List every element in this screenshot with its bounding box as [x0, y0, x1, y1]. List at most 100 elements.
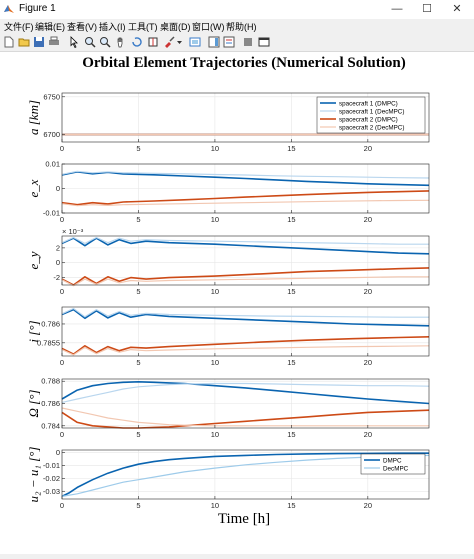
- dock-icon[interactable]: [258, 36, 270, 48]
- menu-insert[interactable]: 插入(I): [99, 22, 126, 32]
- window-title: Figure 1: [19, 3, 56, 14]
- x-tick-label: 0: [60, 144, 64, 153]
- menu-view[interactable]: 查看(V): [67, 22, 97, 32]
- axes-box: [61, 449, 430, 500]
- window-titlebar: Figure 1 — ☐ ✕: [0, 0, 474, 20]
- y-tick-label: 0.788: [41, 377, 60, 386]
- series-line-spacecraft-2-decmpc-: [61, 407, 429, 427]
- figure-toolbar: [0, 34, 474, 52]
- x-tick-label: 20: [364, 358, 372, 367]
- matlab-app-icon: [4, 5, 14, 13]
- series-line-spacecraft-1-dmpc-: [61, 237, 430, 255]
- legend[interactable]: spacecraft 1 (DMPC)spacecraft 1 (DecMPC)…: [316, 96, 426, 134]
- figure-canvas: Orbital Element Trajectories (Numerical …: [0, 52, 474, 554]
- link-icon[interactable]: [189, 36, 201, 48]
- save-icon[interactable]: [33, 36, 45, 48]
- y-tick-label: 0: [56, 184, 60, 193]
- pointer-icon[interactable]: [68, 36, 80, 48]
- axes-box: [61, 92, 430, 143]
- y-tick-label: -0.02: [43, 474, 60, 483]
- series-line-spacecraft-1-decmpc-: [61, 307, 429, 318]
- y-axis-label: u₂ − u₁ [°]: [26, 447, 41, 503]
- menu-tools[interactable]: 工具(T): [128, 22, 158, 32]
- x-tick-label: 20: [364, 430, 372, 439]
- zoom-in-icon[interactable]: [84, 36, 96, 48]
- x-tick-label: 5: [136, 501, 140, 510]
- x-tick-label: 15: [287, 358, 295, 367]
- axes-box: [61, 306, 430, 357]
- menu-desktop[interactable]: 桌面(D): [160, 22, 191, 32]
- y-axis-label: e_x: [26, 179, 41, 197]
- legend-entry-label: spacecraft 2 (DecMPC): [339, 124, 404, 131]
- legend-entry-label: DMPC: [383, 457, 402, 464]
- close-button[interactable]: ✕: [452, 3, 462, 15]
- x-tick-label: 15: [287, 215, 295, 224]
- x-tick-label: 5: [136, 430, 140, 439]
- series-line-spacecraft-2-decmpc-: [61, 345, 430, 356]
- legend-entry-label: spacecraft 2 (DMPC): [339, 116, 398, 123]
- colorbar-icon[interactable]: [208, 36, 220, 48]
- legend-entry-label: spacecraft 1 (DecMPC): [339, 108, 404, 115]
- figure-svg: Orbital Element Trajectories (Numerical …: [26, 55, 430, 527]
- y-tick-label: -0.03: [43, 487, 60, 496]
- x-tick-label: 20: [364, 501, 372, 510]
- x-tick-label: 5: [136, 215, 140, 224]
- menu-window[interactable]: 窗口(W): [192, 22, 225, 32]
- x-tick-label: 0: [60, 358, 64, 367]
- legend-icon[interactable]: [223, 36, 235, 48]
- minimize-button[interactable]: —: [391, 3, 403, 15]
- y-tick-label: -0.01: [43, 209, 60, 218]
- series-line-spacecraft-1-decmpc-: [61, 382, 430, 403]
- rotate-icon[interactable]: [131, 36, 143, 48]
- series-line-spacecraft-2-decmpc-: [61, 199, 430, 207]
- x-tick-label: 20: [364, 215, 372, 224]
- y-tick-label: 0.786: [41, 319, 60, 328]
- y-tick-label: 6750: [43, 92, 60, 101]
- print-icon[interactable]: [48, 36, 60, 48]
- x-tick-label: 10: [211, 287, 219, 296]
- x-tick-label: 10: [211, 358, 219, 367]
- y-tick-label: 0.7855: [37, 338, 60, 347]
- y-axis-label: i [°]: [26, 320, 41, 342]
- menu-help[interactable]: 帮助(H): [226, 22, 257, 32]
- legend-entry-label: DecMPC: [383, 465, 409, 472]
- x-tick-label: 15: [287, 430, 295, 439]
- pan-icon[interactable]: [115, 36, 127, 48]
- subplot-2: 0 5 10 15 200.010-0.01e_x: [26, 160, 430, 224]
- x-tick-label: 5: [136, 144, 140, 153]
- data-cursor-icon[interactable]: [147, 36, 159, 48]
- series-line-spacecraft-2-dmpc-: [61, 190, 430, 206]
- maximize-button[interactable]: ☐: [422, 3, 432, 15]
- series-line-spacecraft-1-decmpc-: [61, 170, 430, 179]
- y-tick-label: 0.784: [41, 421, 60, 430]
- new-file-icon[interactable]: [3, 36, 15, 48]
- x-tick-label: 10: [211, 144, 219, 153]
- y-axis-label: e_y: [26, 251, 41, 269]
- y-tick-label: 0: [56, 448, 60, 457]
- dropdown-arrow-icon[interactable]: [176, 36, 183, 48]
- hide-tools-icon[interactable]: [242, 36, 254, 48]
- axes-box: [61, 235, 430, 286]
- x-tick-label: 15: [287, 501, 295, 510]
- series-line-spacecraft-2-decmpc-: [61, 276, 429, 287]
- series-line-spacecraft-1-dmpc-: [61, 308, 430, 327]
- y-tick-label: 2: [56, 243, 60, 252]
- series-line-spacecraft-2-dmpc-: [61, 336, 430, 355]
- zoom-out-icon[interactable]: [99, 36, 111, 48]
- x-tick-label: 10: [211, 430, 219, 439]
- y-tick-label: -2: [53, 273, 60, 282]
- x-tick-label: 5: [136, 358, 140, 367]
- y-tick-label: 6700: [43, 130, 60, 139]
- x-tick-label: 0: [60, 501, 64, 510]
- x-tick-label: 0: [60, 430, 64, 439]
- menu-edit[interactable]: 编辑(E): [35, 22, 65, 32]
- open-folder-icon[interactable]: [18, 36, 30, 48]
- menu-file[interactable]: 文件(F): [4, 22, 34, 32]
- x-tick-label: 10: [211, 215, 219, 224]
- series-line-decmpc: [61, 454, 430, 497]
- brush-icon[interactable]: [163, 36, 175, 48]
